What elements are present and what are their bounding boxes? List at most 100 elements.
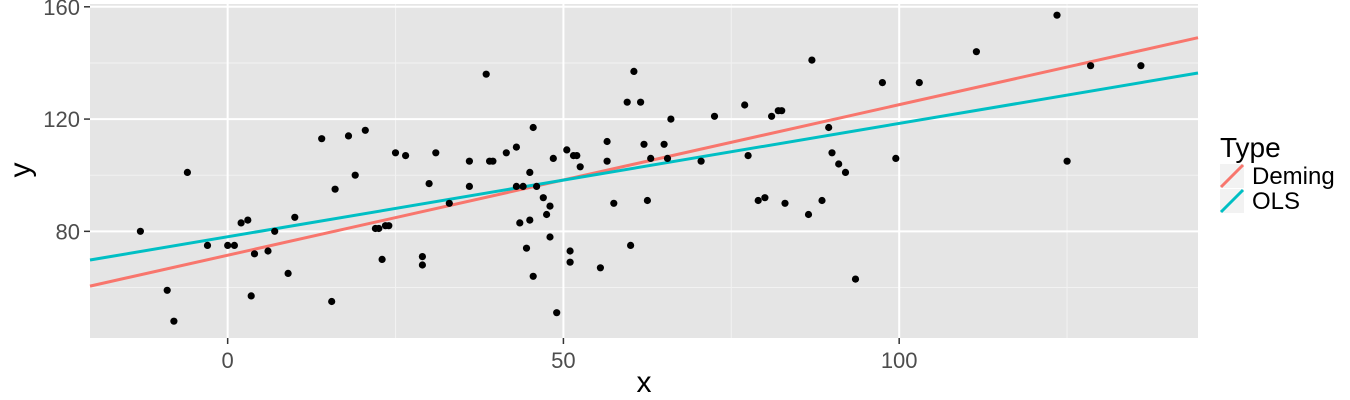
data-point [425, 180, 433, 188]
data-point [851, 275, 860, 283]
data-point [660, 140, 668, 148]
data-point [432, 149, 440, 157]
data-point [841, 168, 850, 176]
data-point [351, 171, 359, 179]
data-point [237, 219, 245, 227]
data-point [271, 227, 279, 235]
data-point [516, 219, 524, 227]
data-point [264, 247, 272, 255]
data-point [603, 157, 611, 165]
data-point [522, 244, 531, 252]
data-point [482, 70, 490, 78]
data-point [385, 222, 393, 230]
data-point [183, 168, 191, 176]
data-point [835, 160, 843, 168]
data-point [768, 112, 776, 120]
data-point [465, 182, 473, 190]
data-point [361, 126, 369, 134]
data-point [630, 67, 638, 75]
data-point [224, 241, 232, 249]
data-point [489, 157, 497, 165]
data-point [526, 168, 534, 176]
data-points [136, 11, 1145, 325]
data-point [1053, 11, 1061, 19]
data-point [623, 98, 631, 106]
data-point [445, 199, 453, 207]
data-point [244, 216, 252, 224]
y-axis-title: y [4, 163, 37, 178]
x-tick-label: 50 [551, 348, 575, 373]
data-point [566, 258, 574, 266]
data-point [378, 255, 386, 263]
data-point [529, 123, 537, 132]
legend-key-line [1219, 188, 1245, 214]
data-point [627, 241, 635, 249]
data-point [892, 154, 900, 162]
data-point [318, 135, 326, 143]
data-point [697, 157, 705, 165]
data-point [284, 269, 292, 277]
data-point [573, 152, 581, 160]
data-point [247, 292, 255, 300]
legend-label: Deming [1252, 163, 1335, 190]
data-point [512, 143, 521, 151]
data-point [972, 48, 981, 56]
data-point [596, 264, 605, 272]
data-point [533, 182, 541, 190]
y-tick-label: 120 [43, 107, 80, 132]
data-point [539, 194, 547, 202]
fit-line-deming [89, 36, 1199, 288]
legend-label: OLS [1252, 188, 1300, 215]
y-tick-label: 80 [56, 219, 80, 244]
data-point [818, 196, 826, 205]
data-point [402, 152, 410, 160]
x-axis-title: x [637, 366, 652, 399]
data-point [566, 247, 574, 255]
data-point [781, 199, 789, 207]
data-point [710, 112, 719, 120]
data-point [804, 210, 813, 219]
data-point [526, 216, 534, 224]
x-axis-ticks: 0 50 100 [222, 338, 918, 373]
data-point [418, 261, 426, 269]
data-point [543, 210, 551, 219]
data-point [744, 152, 752, 160]
data-point [1137, 62, 1145, 70]
data-point [603, 137, 611, 146]
data-point [825, 123, 833, 132]
data-point [418, 253, 426, 261]
data-point [391, 149, 400, 157]
data-point [1087, 62, 1095, 70]
data-point [640, 140, 648, 148]
data-point [1063, 157, 1071, 165]
data-point [549, 154, 557, 162]
legend-title: Type [1220, 132, 1281, 163]
data-point [344, 132, 353, 140]
data-point [519, 182, 527, 190]
data-point [170, 317, 178, 325]
data-point [741, 101, 749, 109]
data-point [754, 196, 762, 205]
data-point [502, 149, 510, 157]
data-point [136, 227, 144, 235]
data-point [610, 199, 618, 207]
data-point [643, 196, 652, 205]
y-axis-ticks: 80 120 160 [43, 0, 90, 244]
data-point [546, 202, 554, 210]
data-point [203, 241, 212, 249]
data-point [163, 286, 171, 294]
grid-minor [90, 4, 1198, 338]
legend-key-line [1219, 163, 1245, 189]
data-point [331, 185, 339, 193]
data-point [576, 163, 584, 171]
data-point [828, 149, 836, 157]
x-tick-label: 100 [881, 348, 918, 373]
data-point [761, 194, 769, 202]
data-point [230, 241, 238, 249]
data-point [512, 182, 521, 190]
data-point [778, 107, 786, 115]
legend-item-ols: OLS [1219, 188, 1300, 215]
data-point [647, 154, 655, 162]
